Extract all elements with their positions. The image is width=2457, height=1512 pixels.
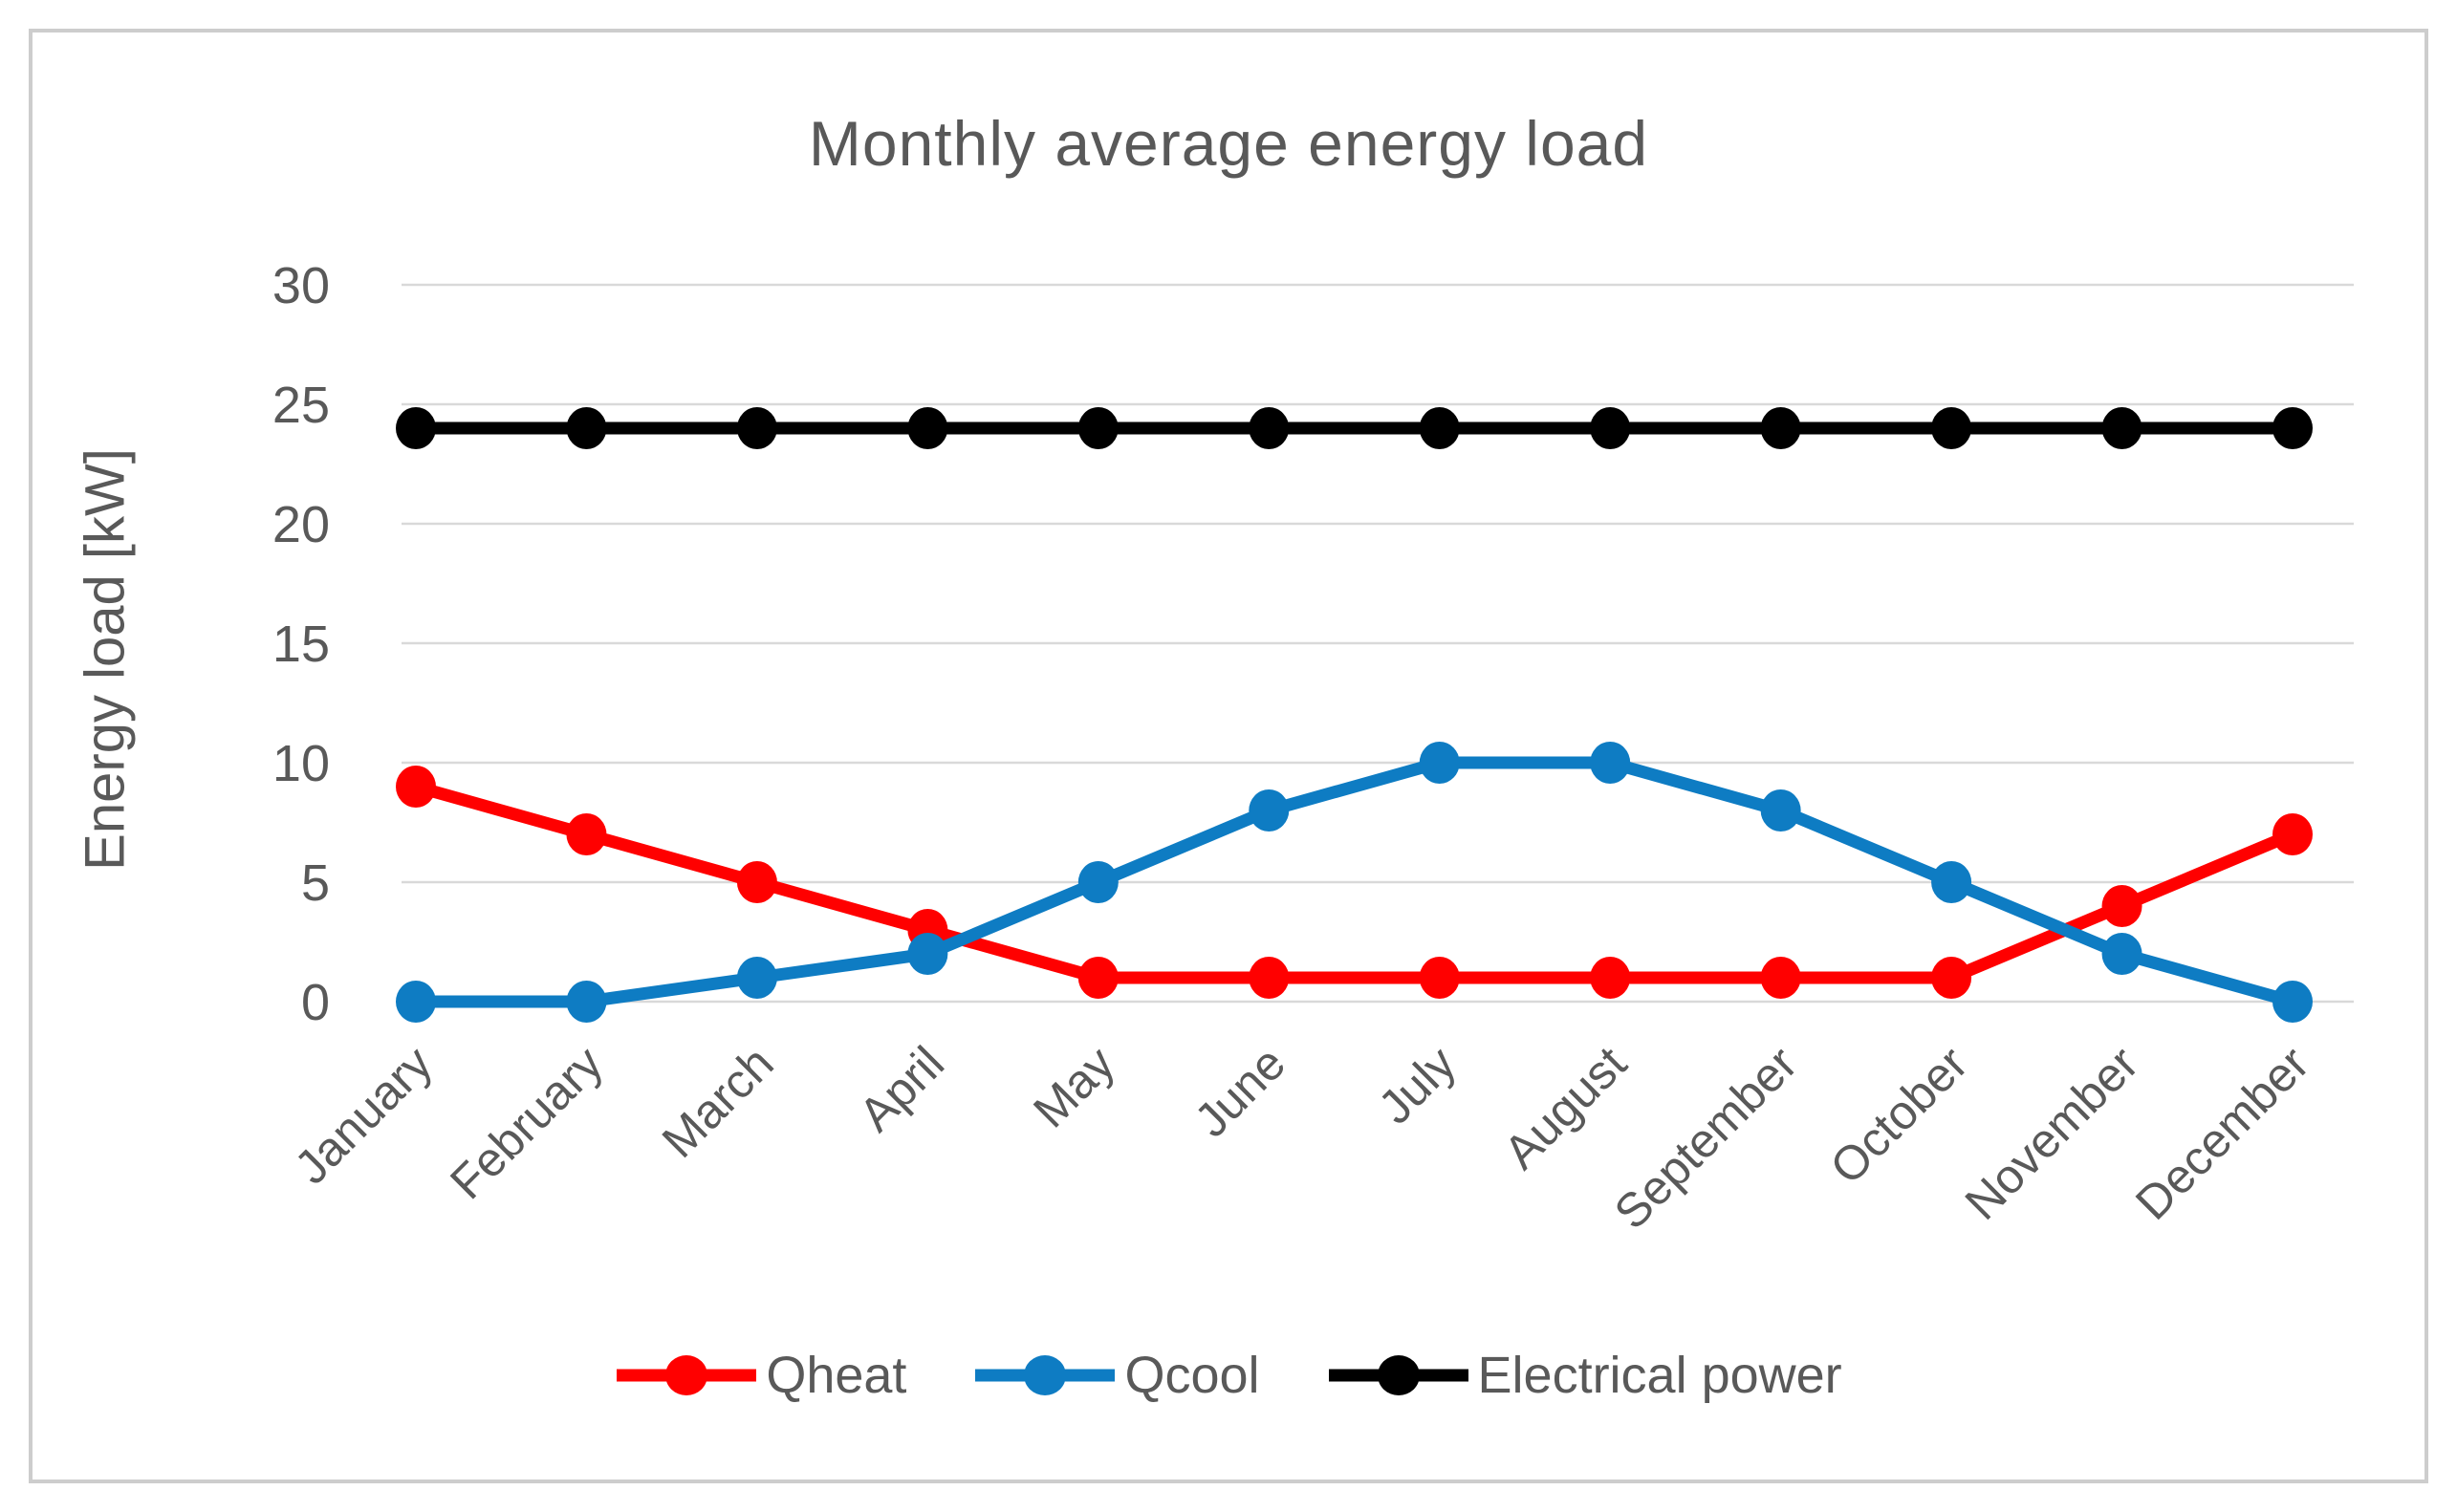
data-point-qheat [1077, 957, 1119, 999]
data-point-qheat [2101, 885, 2142, 927]
data-point-qcool [1590, 742, 1631, 784]
data-point-electrical-power [1077, 407, 1119, 449]
data-point-qheat [566, 813, 607, 855]
qcool-legend-marker-icon [975, 1355, 1116, 1395]
data-point-qcool [1760, 789, 1801, 832]
x-category-label: April [849, 1036, 954, 1141]
series-qcool [396, 742, 2313, 1023]
data-point-qcool [2272, 981, 2313, 1023]
data-point-qcool [1931, 861, 1972, 903]
data-point-qheat [736, 861, 777, 903]
y-tick-label: 5 [301, 854, 330, 912]
series-line-qcool [409, 756, 2299, 1008]
y-tick-label: 0 [301, 974, 330, 1031]
data-point-qheat [1419, 957, 1460, 999]
legend-item-qheat: Qheat [615, 1346, 906, 1405]
legend-label-electrical-power: Electrical power [1477, 1347, 1842, 1404]
data-point-qheat [1760, 957, 1801, 999]
y-tick-label: 15 [272, 616, 330, 673]
data-point-qcool [2101, 933, 2142, 975]
x-category-label: May [1023, 1036, 1124, 1137]
data-point-qcool [1077, 861, 1119, 903]
x-category-label: October [1820, 1036, 1978, 1194]
x-category-label: August [1493, 1036, 1637, 1179]
y-tick-label: 10 [272, 735, 330, 792]
series-line-qheat [409, 780, 2299, 984]
series-layer [396, 407, 2313, 1023]
qcool-legend-dot [1024, 1355, 1067, 1395]
data-point-qheat [1931, 957, 1972, 999]
data-point-electrical-power [566, 407, 607, 449]
legend-label-qcool: Qcool [1124, 1347, 1260, 1404]
qheat-legend-dot [665, 1355, 708, 1395]
y-tick-label: 25 [272, 377, 330, 434]
electrical-power-legend-dot [1377, 1355, 1420, 1395]
chart-border-frame [29, 29, 2428, 1483]
series-electrical-power [396, 407, 2313, 449]
data-point-qheat [396, 766, 436, 808]
x-category-label: January [284, 1036, 442, 1194]
data-point-electrical-power [396, 407, 436, 449]
legend-item-electrical-power: Electrical power [1327, 1346, 1842, 1405]
x-category-label: February [440, 1036, 613, 1209]
y-tick-labels-layer: 0 5 10 15 20 25 30 [272, 257, 330, 1031]
data-point-electrical-power [1760, 407, 1801, 449]
x-category-label: June [1185, 1036, 1295, 1147]
x-category-label: November [1955, 1036, 2149, 1230]
data-point-qcool [1419, 742, 1460, 784]
data-point-qcool [566, 981, 607, 1023]
x-category-label: March [652, 1036, 784, 1168]
data-point-electrical-power [907, 407, 948, 449]
y-tick-label: 20 [272, 496, 330, 553]
gridlines-layer [402, 283, 2354, 1004]
data-point-qheat [2272, 813, 2313, 855]
data-point-electrical-power [2272, 407, 2313, 449]
data-point-qcool [736, 957, 777, 999]
y-tick-label: 30 [272, 257, 330, 314]
data-point-electrical-power [1590, 407, 1631, 449]
data-point-electrical-power [736, 407, 777, 449]
data-point-electrical-power [1419, 407, 1460, 449]
data-point-qcool [1249, 789, 1290, 832]
chart-title: Monthly average energy load [808, 108, 1649, 179]
data-point-qheat [1590, 957, 1631, 999]
data-point-electrical-power [1249, 407, 1290, 449]
electrical-power-legend-marker-icon [1328, 1355, 1468, 1395]
x-category-label: July [1368, 1036, 1466, 1134]
data-point-qheat [1249, 957, 1290, 999]
data-point-qcool [396, 981, 436, 1023]
x-category-label: December [2125, 1036, 2319, 1230]
data-point-electrical-power [2101, 407, 2142, 449]
data-point-qcool [907, 933, 948, 975]
legend-item-qcool: Qcool [973, 1346, 1260, 1405]
x-category-label: September [1604, 1036, 1808, 1240]
data-point-electrical-power [1931, 407, 1972, 449]
legend-label-qheat: Qheat [766, 1347, 907, 1404]
qheat-legend-marker-icon [617, 1355, 757, 1395]
legend: Qheat Qcool Electrical power [0, 1346, 2457, 1405]
